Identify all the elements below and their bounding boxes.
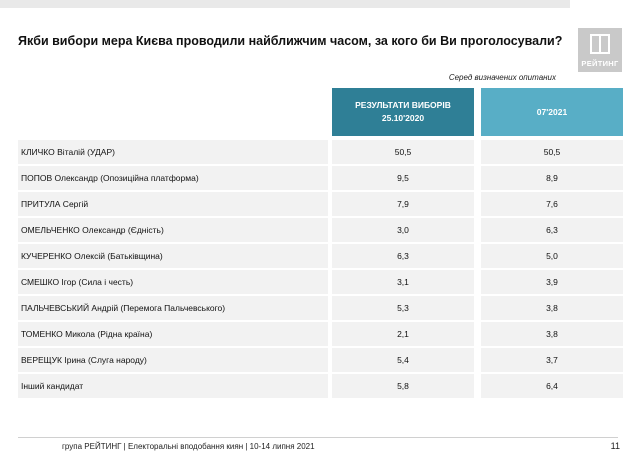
- footer-source: група РЕЙТИНГ | Електоральні вподобання …: [62, 442, 315, 451]
- value-july-2021: 3,8: [481, 296, 623, 320]
- logo-icon: [590, 34, 610, 54]
- value-july-2021: 6,3: [481, 218, 623, 242]
- sample-note: Серед визначених опитаних: [448, 73, 556, 82]
- logo-text: РЕЙТИНГ: [581, 59, 619, 68]
- page-number: 11: [610, 441, 620, 451]
- value-elections: 9,5: [332, 166, 474, 190]
- column-header-elections-line1: РЕЗУЛЬТАТИ ВИБОРІВ: [355, 100, 451, 110]
- value-july-2021: 3,7: [481, 348, 623, 372]
- table-row: ТОМЕНКО Микола (Рідна країна) 2,1 3,8: [18, 321, 623, 347]
- table-row: ПАЛЬЧЕВСЬКИЙ Андрій (Перемога Пальчевськ…: [18, 295, 623, 321]
- value-july-2021: 6,4: [481, 374, 623, 398]
- value-elections: 3,0: [332, 218, 474, 242]
- value-elections: 6,3: [332, 244, 474, 268]
- column-header-july-2021-line1: 07'2021: [536, 106, 568, 117]
- table-row: ВЕРЕЩУК Ірина (Слуга народу) 5,4 3,7: [18, 347, 623, 373]
- candidate-label: Інший кандидат: [18, 374, 328, 398]
- candidate-label: ПАЛЬЧЕВСЬКИЙ Андрій (Перемога Пальчевськ…: [18, 296, 328, 320]
- value-elections: 5,4: [332, 348, 474, 372]
- column-header-july-2021: 07'2021: [481, 88, 623, 136]
- value-elections: 5,8: [332, 374, 474, 398]
- value-july-2021: 50,5: [481, 140, 623, 164]
- rating-logo: РЕЙТИНГ: [578, 28, 622, 72]
- value-july-2021: 3,8: [481, 322, 623, 346]
- value-july-2021: 3,9: [481, 270, 623, 294]
- value-july-2021: 8,9: [481, 166, 623, 190]
- table-row: ПОПОВ Олександр (Опозиційна платформа) 9…: [18, 165, 623, 191]
- column-header-elections: РЕЗУЛЬТАТИ ВИБОРІВ 25.10'2020: [332, 88, 474, 136]
- value-july-2021: 5,0: [481, 244, 623, 268]
- candidate-label: ПРИТУЛА Сергій: [18, 192, 328, 216]
- page-title: Якби вибори мера Києва проводили найближ…: [18, 34, 563, 48]
- table-row: ОМЕЛЬЧЕНКО Олександр (Єдність) 3,0 6,3: [18, 217, 623, 243]
- candidate-label: ТОМЕНКО Микола (Рідна країна): [18, 322, 328, 346]
- candidate-label: КЛИЧКО Віталій (УДАР): [18, 140, 328, 164]
- table-row: КУЧЕРЕНКО Олексій (Батьківщина) 6,3 5,0: [18, 243, 623, 269]
- candidate-label: ОМЕЛЬЧЕНКО Олександр (Єдність): [18, 218, 328, 242]
- candidate-label: ВЕРЕЩУК Ірина (Слуга народу): [18, 348, 328, 372]
- table-row: КЛИЧКО Віталій (УДАР) 50,5 50,5: [18, 139, 623, 165]
- table-row: СМЕШКО Ігор (Сила і честь) 3,1 3,9: [18, 269, 623, 295]
- value-elections: 5,3: [332, 296, 474, 320]
- table-row: Інший кандидат 5,8 6,4: [18, 373, 623, 399]
- candidate-label: КУЧЕРЕНКО Олексій (Батьківщина): [18, 244, 328, 268]
- value-elections: 2,1: [332, 322, 474, 346]
- results-table: КЛИЧКО Віталій (УДАР) 50,5 50,5 ПОПОВ Ол…: [18, 139, 623, 399]
- value-elections: 50,5: [332, 140, 474, 164]
- candidate-label: СМЕШКО Ігор (Сила і честь): [18, 270, 328, 294]
- value-elections: 7,9: [332, 192, 474, 216]
- footer-divider: [18, 437, 618, 438]
- value-elections: 3,1: [332, 270, 474, 294]
- candidate-label: ПОПОВ Олександр (Опозиційна платформа): [18, 166, 328, 190]
- value-july-2021: 7,6: [481, 192, 623, 216]
- table-row: ПРИТУЛА Сергій 7,9 7,6: [18, 191, 623, 217]
- column-header-elections-line2: 25.10'2020: [381, 113, 425, 123]
- top-decor-bar: [0, 0, 570, 8]
